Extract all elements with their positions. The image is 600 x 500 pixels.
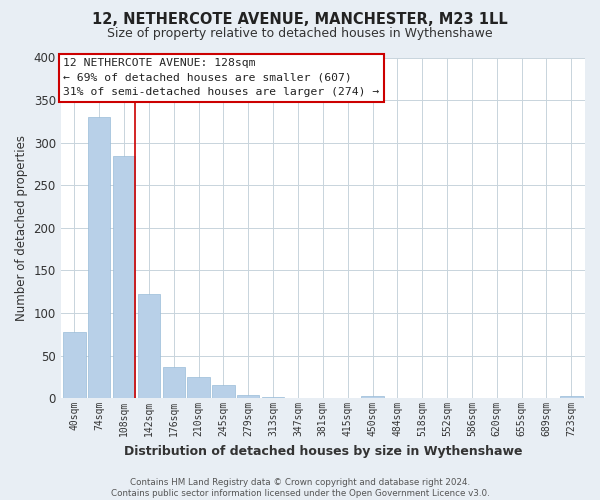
Bar [212, 386, 235, 398]
X-axis label: Distribution of detached houses by size in Wythenshawe: Distribution of detached houses by size … [124, 444, 522, 458]
Bar [560, 396, 583, 398]
Bar [63, 332, 86, 398]
Text: Contains HM Land Registry data © Crown copyright and database right 2024.
Contai: Contains HM Land Registry data © Crown c… [110, 478, 490, 498]
Text: 12, NETHERCOTE AVENUE, MANCHESTER, M23 1LL: 12, NETHERCOTE AVENUE, MANCHESTER, M23 1… [92, 12, 508, 28]
Bar [187, 377, 210, 398]
Y-axis label: Number of detached properties: Number of detached properties [15, 135, 28, 321]
Bar [138, 294, 160, 398]
Bar [113, 156, 135, 398]
Bar [361, 396, 384, 398]
Bar [88, 117, 110, 398]
Text: 12 NETHERCOTE AVENUE: 128sqm
← 69% of detached houses are smaller (607)
31% of s: 12 NETHERCOTE AVENUE: 128sqm ← 69% of de… [63, 58, 380, 97]
Text: Size of property relative to detached houses in Wythenshawe: Size of property relative to detached ho… [107, 28, 493, 40]
Bar [237, 394, 259, 398]
Bar [163, 366, 185, 398]
